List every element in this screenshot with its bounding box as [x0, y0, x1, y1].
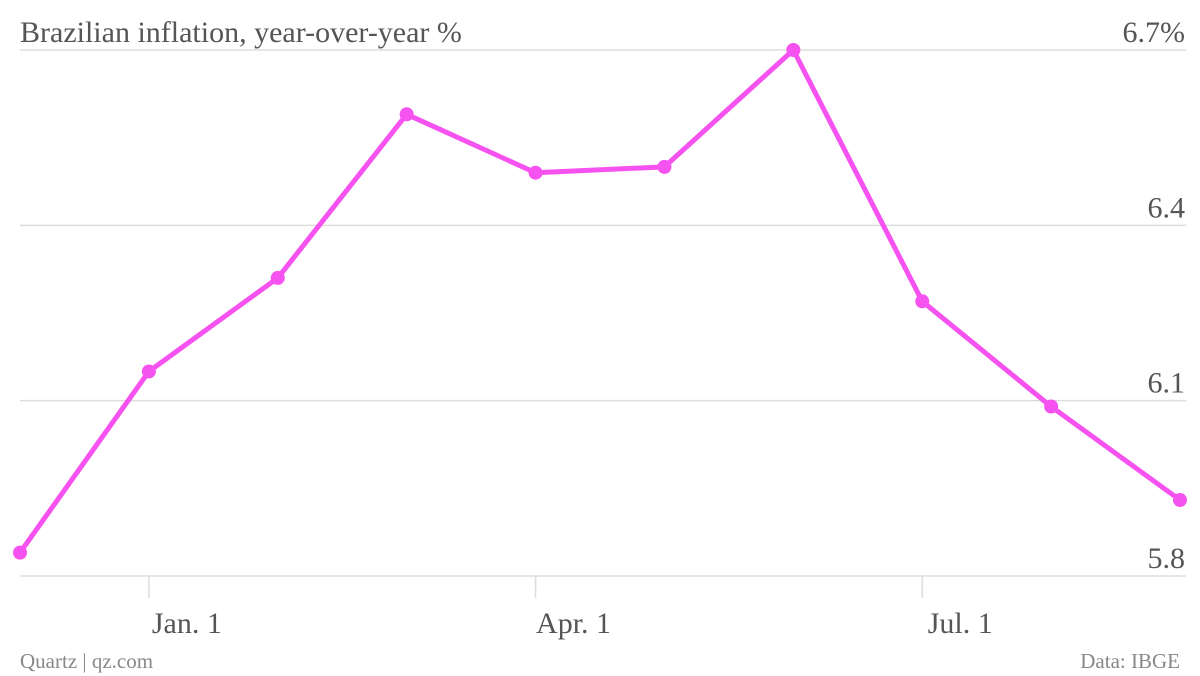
- y-tick-label: 6.1: [1148, 367, 1186, 400]
- line: [17, 47, 1182, 555]
- point: [915, 294, 930, 309]
- source: Data: IBGE: [1080, 649, 1180, 673]
- x-tick-label: Apr. 1: [536, 607, 611, 640]
- y-tick-label: 5.8: [1148, 542, 1186, 575]
- point: [1173, 493, 1187, 508]
- point: [528, 165, 543, 180]
- x-tick-label: Jan. 1: [152, 607, 222, 640]
- chart-title: Brazilian inflation, year-over-year %: [20, 16, 462, 49]
- point: [13, 545, 27, 560]
- x-tick-label: Jul. 1: [928, 607, 993, 640]
- point: [657, 159, 672, 174]
- y-tick-label: 6.4: [1148, 191, 1186, 224]
- point: [270, 270, 285, 285]
- point: [786, 43, 801, 57]
- credit: Quartz | qz.com: [20, 649, 153, 673]
- point: [1044, 399, 1059, 414]
- y-tick-label: 6.7%: [1123, 16, 1186, 49]
- point: [141, 364, 156, 379]
- point: [399, 107, 414, 122]
